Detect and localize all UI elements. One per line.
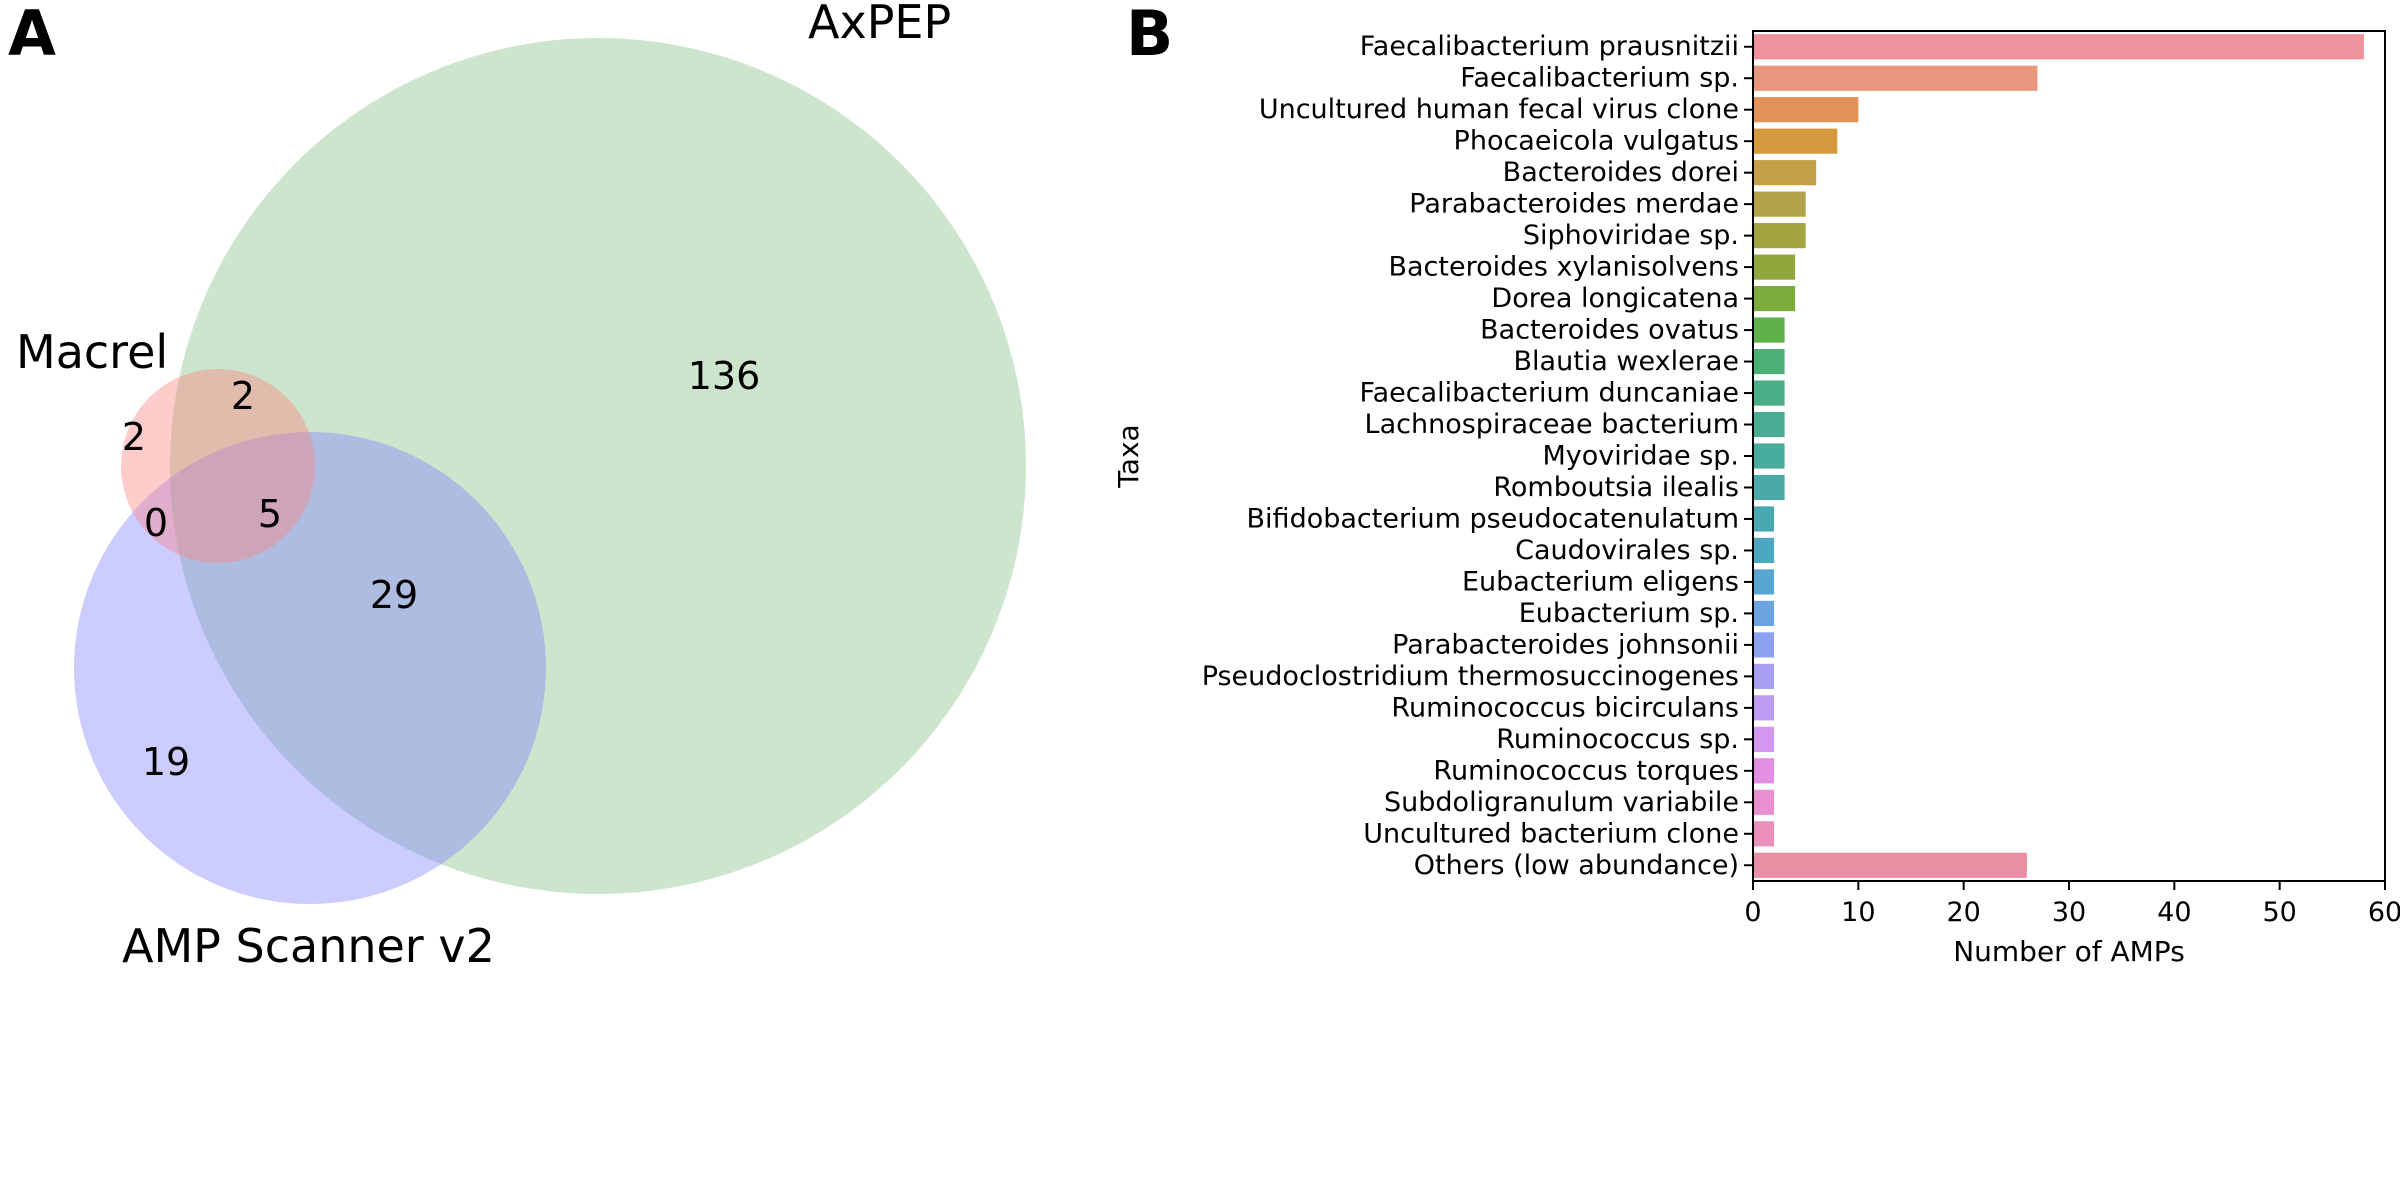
venn-set-label-axpep: AxPEP (808, 0, 951, 49)
venn-count-macrel-only: 2 (122, 415, 146, 459)
bar (1753, 97, 1858, 122)
bar (1753, 255, 1795, 280)
bar (1753, 349, 1785, 374)
bar (1753, 601, 1774, 626)
venn-count-macrel-scanner: 0 (144, 501, 168, 545)
y-tick-label: Phocaeicola vulgatus (1454, 126, 1739, 157)
x-tick-label: 0 (1744, 897, 1761, 928)
bar (1753, 66, 2037, 91)
y-tick-label: Lachnospiraceae bacterium (1365, 409, 1739, 440)
venn-count-macrel-axpep: 2 (231, 374, 255, 418)
y-tick-labels: Faecalibacterium prausnitziiFaecalibacte… (1202, 31, 1753, 881)
venn-count-axpep-scanner: 29 (370, 573, 418, 617)
y-tick-label: Bacteroides xylanisolvens (1388, 252, 1739, 283)
venn-set-label-macrel: Macrel (16, 325, 168, 379)
venn-panel: A AxPEP Macrel AMP Scanner v2 2 2 136 0 … (8, 0, 1026, 973)
y-tick-label: Faecalibacterium duncaniae (1360, 378, 1739, 409)
y-tick-label: Pseudoclostridium thermosuccinogenes (1202, 661, 1739, 692)
panel-letter-b: B (1126, 0, 1173, 70)
y-tick-label: Ruminococcus sp. (1496, 724, 1739, 755)
bar (1753, 506, 1774, 531)
y-tick-label: Bacteroides dorei (1503, 157, 1739, 188)
bar (1753, 129, 1837, 154)
y-tick-label: Bifidobacterium pseudocatenulatum (1247, 503, 1739, 534)
venn-set-label-scanner: AMP Scanner v2 (122, 919, 495, 973)
y-tick-label: Caudovirales sp. (1515, 535, 1739, 566)
venn-count-axpep-only: 136 (688, 354, 761, 398)
bar (1753, 34, 2364, 59)
y-tick-label: Bacteroides ovatus (1480, 315, 1739, 346)
bar (1753, 286, 1795, 311)
y-tick-label: Blautia wexlerae (1514, 346, 1739, 377)
x-tick-label: 30 (2052, 897, 2086, 928)
y-tick-label: Uncultured human fecal virus clone (1259, 94, 1739, 125)
bar (1753, 538, 1774, 563)
y-tick-label: Ruminococcus bicirculans (1391, 692, 1739, 723)
bar (1753, 790, 1774, 815)
bar (1753, 758, 1774, 783)
y-tick-label: Uncultured bacterium clone (1363, 818, 1739, 849)
bar (1753, 223, 1806, 248)
y-axis-label: Taxa (1112, 424, 1145, 488)
bar (1753, 853, 2027, 878)
y-tick-label: Ruminococcus torques (1433, 755, 1739, 786)
y-tick-label: Faecalibacterium sp. (1460, 63, 1739, 94)
x-tick-label: 20 (1946, 897, 1980, 928)
x-axis-label: Number of AMPs (1953, 935, 2185, 968)
bar-panel: B Faecalibacterium prausnitziiFaecalibac… (1112, 0, 2400, 968)
bar (1753, 569, 1774, 594)
venn-count-all-three: 5 (258, 492, 282, 536)
bar (1753, 317, 1785, 342)
y-tick-label: Faecalibacterium prausnitzii (1360, 31, 1739, 62)
y-tick-label: Myoviridae sp. (1542, 441, 1739, 472)
y-tick-label: Parabacteroides merdae (1409, 189, 1739, 220)
bar (1753, 412, 1785, 437)
venn-count-scanner-only: 19 (142, 740, 190, 784)
y-tick-label: Romboutsia ilealis (1493, 472, 1739, 503)
y-tick-label: Others (low abundance) (1414, 850, 1739, 881)
bar (1753, 632, 1774, 657)
x-ticks: 0 10 20 30 40 50 60 (1744, 881, 2400, 928)
x-tick-label: 50 (2262, 897, 2296, 928)
bar (1753, 821, 1774, 846)
bar (1753, 160, 1816, 185)
bar (1753, 380, 1785, 405)
y-tick-label: Dorea longicatena (1491, 283, 1739, 314)
bar (1753, 695, 1774, 720)
bar (1753, 727, 1774, 752)
y-tick-label: Subdoligranulum variabile (1384, 787, 1739, 818)
y-tick-label: Siphoviridae sp. (1523, 220, 1739, 251)
bar (1753, 664, 1774, 689)
bar (1753, 443, 1785, 468)
x-tick-label: 10 (1841, 897, 1875, 928)
y-tick-label: Parabacteroides johnsonii (1392, 629, 1739, 660)
bar (1753, 192, 1806, 217)
x-tick-label: 40 (2157, 897, 2191, 928)
panel-letter-a: A (8, 0, 56, 70)
plot-frame (1753, 31, 2385, 881)
y-tick-label: Eubacterium sp. (1519, 598, 1739, 629)
bar-group (1753, 34, 2364, 878)
y-tick-label: Eubacterium eligens (1462, 566, 1739, 597)
x-tick-label: 60 (2368, 897, 2400, 928)
bar (1753, 475, 1785, 500)
